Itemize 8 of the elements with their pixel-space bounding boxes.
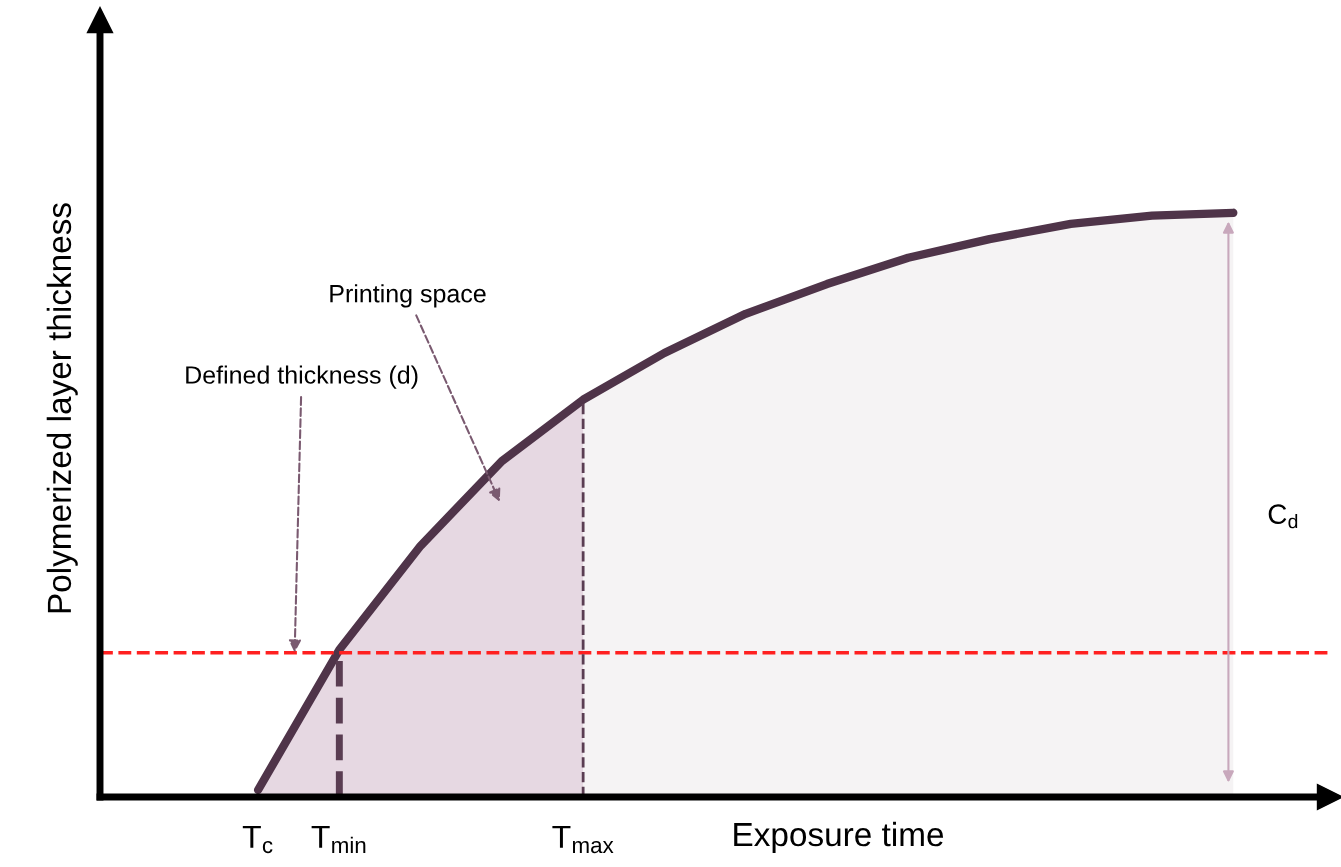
annotation: Defined thickness (d) — [186, 365, 418, 389]
annotation: Printing space — [330, 284, 486, 308]
x-tick-label: T$_{c}$ — [242, 825, 273, 854]
x-tick-label: T$_{max}$ — [552, 825, 614, 854]
annotation: C$_{d}$ — [1268, 504, 1298, 529]
x-tick-label: T$_{min}$ — [311, 825, 366, 853]
x-axis-title: Exposure time — [734, 821, 944, 853]
y-axis-title: Polymerized layer thickness — [46, 203, 78, 613]
